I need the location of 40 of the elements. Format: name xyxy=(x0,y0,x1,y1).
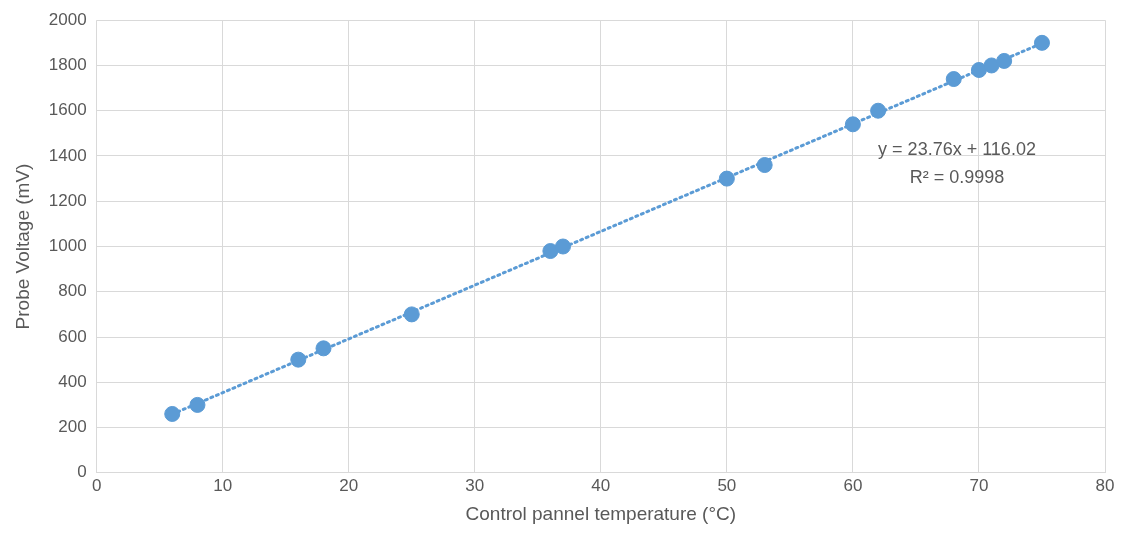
point xyxy=(555,238,571,255)
x-tick-label: 60 xyxy=(843,475,863,495)
y-tick-label: 0 xyxy=(77,462,87,482)
point xyxy=(315,340,332,357)
x-tick-label: 80 xyxy=(1095,475,1115,495)
point xyxy=(870,102,887,119)
y-tick-label: 1200 xyxy=(48,190,87,210)
y-tick-label: 1000 xyxy=(48,236,87,256)
x-tick-label: 50 xyxy=(717,475,737,495)
y-tick-label: 200 xyxy=(58,417,87,437)
point xyxy=(844,116,861,133)
point xyxy=(542,243,559,260)
annotation: R² = 0.9998 xyxy=(909,167,1005,188)
y-tick-label: 1400 xyxy=(48,145,87,165)
point xyxy=(983,57,1000,74)
point xyxy=(996,52,1013,69)
point xyxy=(403,306,420,323)
x-tick-label: 30 xyxy=(465,475,485,495)
y-tick-label: 1600 xyxy=(48,100,87,120)
x-axis-title: Control pannel temperature (°C) xyxy=(465,502,737,524)
y-tick-label: 800 xyxy=(58,281,87,301)
annotation: y = 23.76x + 116.02 xyxy=(878,139,1036,160)
point xyxy=(164,405,181,422)
x-tick-label: 20 xyxy=(339,475,359,495)
point xyxy=(290,351,307,368)
y-tick-label: 600 xyxy=(58,326,87,346)
point xyxy=(970,61,987,78)
x-tick-label: 10 xyxy=(213,475,233,495)
y-tick-label: 400 xyxy=(58,371,87,391)
x-tick-label: 70 xyxy=(969,475,989,495)
point xyxy=(189,396,206,413)
y-tick-label: 1800 xyxy=(48,55,87,75)
point xyxy=(1033,34,1050,51)
point xyxy=(945,71,962,88)
y-tick-label: 2000 xyxy=(48,9,87,29)
point xyxy=(718,170,735,187)
y-axis-title: Probe Voltage (mV) xyxy=(11,163,33,330)
x-tick-label: 40 xyxy=(591,475,611,495)
point xyxy=(756,157,773,174)
x-tick-label: 0 xyxy=(91,475,102,495)
